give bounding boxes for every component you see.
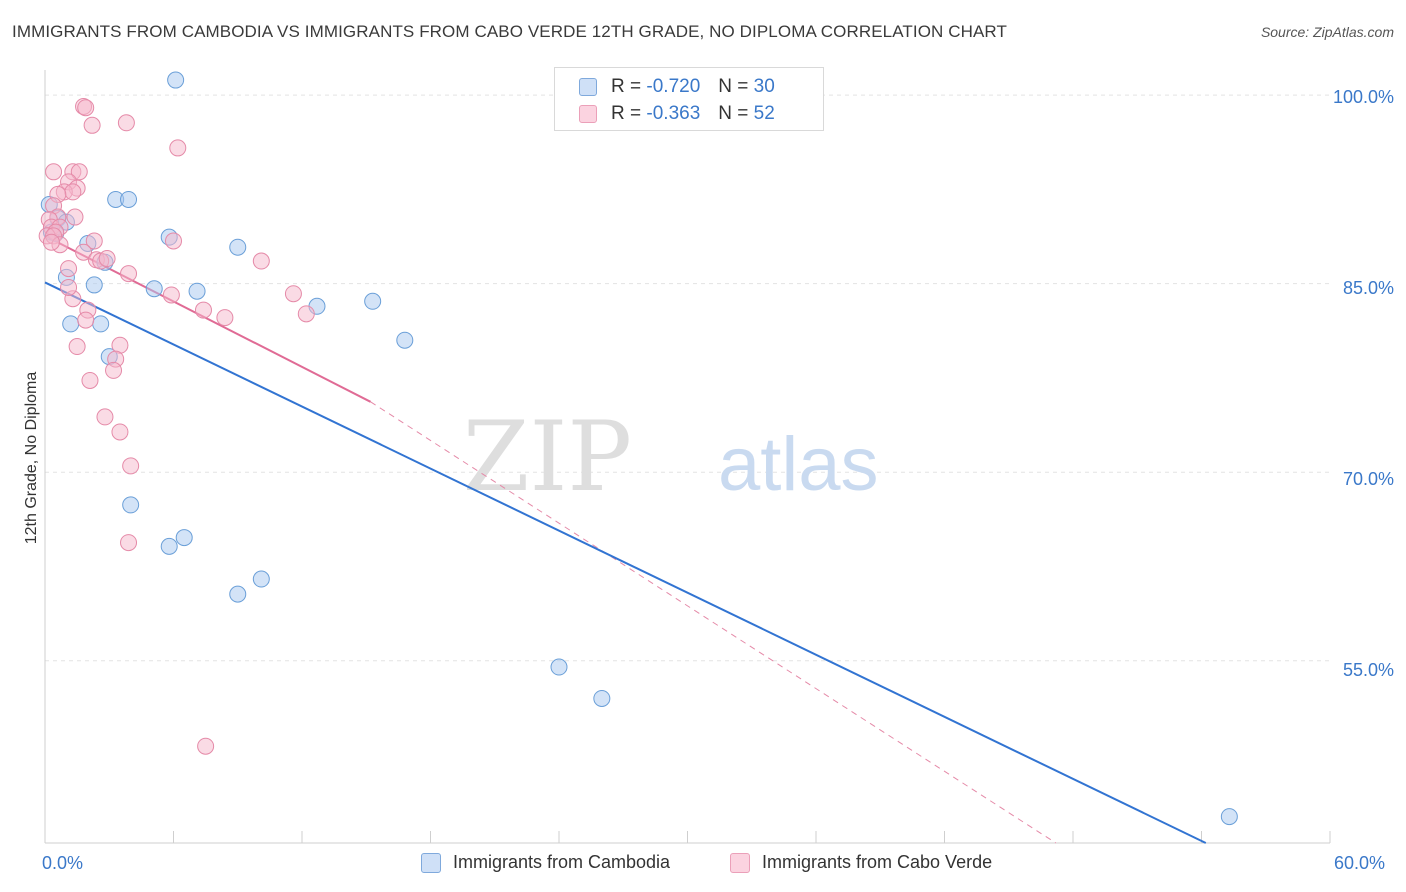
legend-r-label: R = xyxy=(611,103,642,124)
point-cambodia xyxy=(62,315,80,333)
point-cabo-verde xyxy=(252,252,270,270)
trend-lines xyxy=(44,235,1207,844)
legend-r-value: -0.720 xyxy=(646,76,701,97)
point-cabo-verde xyxy=(85,232,103,250)
legend-swatch-cambodia xyxy=(421,852,441,873)
legend-n-value: 52 xyxy=(753,103,775,124)
watermark-zip: ZIP xyxy=(463,401,632,513)
y-tick-label-100: 100.0% xyxy=(1332,87,1394,107)
point-cambodia xyxy=(167,71,185,89)
point-cambodia xyxy=(593,689,611,707)
y-tick-label-70: 70.0% xyxy=(1342,469,1394,489)
legend-swatch-cabo-verde xyxy=(579,105,597,123)
legend-swatch-cambodia xyxy=(579,78,597,96)
point-cabo-verde xyxy=(216,309,234,327)
series-legend: Immigrants from Cambodia Immigrants from… xyxy=(0,852,1406,878)
point-cabo-verde xyxy=(42,233,60,251)
point-cabo-verde xyxy=(105,361,123,379)
point-cabo-verde xyxy=(96,408,114,426)
watermark-atlas: atlas xyxy=(718,422,879,507)
legend-label-cambodia: Immigrants from Cambodia xyxy=(453,852,671,872)
point-cambodia xyxy=(396,331,414,349)
point-cabo-verde xyxy=(66,208,84,226)
point-cabo-verde xyxy=(197,737,215,755)
point-cabo-verde xyxy=(120,265,138,283)
point-cambodia xyxy=(120,190,138,208)
point-cabo-verde xyxy=(284,285,302,303)
trend-line-cambodia xyxy=(44,281,1207,844)
point-cambodia xyxy=(188,282,206,300)
point-cabo-verde xyxy=(162,286,180,304)
y-tick-label-85: 85.0% xyxy=(1342,278,1394,298)
point-cabo-verde xyxy=(68,338,86,356)
point-cambodia xyxy=(85,276,103,294)
point-cambodia xyxy=(229,238,247,256)
point-cambodia xyxy=(92,315,110,333)
point-cabo-verde xyxy=(64,183,82,201)
source-label: Source: ZipAtlas.com xyxy=(1260,24,1394,40)
legend-n-label: N = xyxy=(718,76,749,97)
chart-title: IMMIGRANTS FROM CAMBODIA VS IMMIGRANTS F… xyxy=(12,22,1007,41)
x-tick-label-min: 0.0% xyxy=(42,853,84,873)
point-cabo-verde xyxy=(165,232,182,250)
point-cambodia xyxy=(122,496,140,514)
data-points xyxy=(38,71,1238,826)
legend-r-label: R = xyxy=(611,76,642,97)
point-cabo-verde xyxy=(77,311,95,329)
point-cambodia xyxy=(160,537,178,555)
point-cambodia xyxy=(252,570,270,588)
legend-n-value: 30 xyxy=(753,76,775,97)
legend-row-cambodia: R = -0.720 N = 30 xyxy=(579,74,775,100)
legend-item-cambodia[interactable]: Immigrants from Cambodia xyxy=(421,852,670,873)
grid-lines xyxy=(45,94,1330,662)
point-cabo-verde xyxy=(45,163,63,181)
watermark: ZIP atlas xyxy=(463,401,879,513)
point-cambodia xyxy=(229,585,247,603)
point-cabo-verde xyxy=(120,534,138,552)
point-cabo-verde xyxy=(83,116,101,134)
axes xyxy=(44,70,1331,844)
legend-swatch-cabo-verde xyxy=(730,852,750,873)
point-cabo-verde xyxy=(98,250,116,268)
point-cabo-verde xyxy=(75,243,93,261)
point-cambodia xyxy=(1220,808,1238,826)
point-cabo-verde xyxy=(194,301,212,319)
point-cabo-verde xyxy=(77,99,95,117)
x-tick-label-max: 60.0% xyxy=(1334,853,1386,873)
point-cabo-verde xyxy=(81,371,99,389)
stats-legend: R = -0.720 N = 30 R = -0.363 N = 52 xyxy=(554,67,824,131)
y-tick-label-55: 55.0% xyxy=(1342,660,1394,680)
point-cambodia xyxy=(550,658,568,676)
legend-label-cabo-verde: Immigrants from Cabo Verde xyxy=(762,852,993,872)
legend-item-cabo-verde[interactable]: Immigrants from Cabo Verde xyxy=(730,852,992,873)
point-cambodia xyxy=(145,280,163,298)
trend-line-cabo-verde-extension xyxy=(370,401,1057,844)
point-cabo-verde xyxy=(297,305,315,323)
point-cabo-verde xyxy=(117,114,135,132)
y-axis-label: 12th Grade, No Diploma xyxy=(23,371,40,545)
point-cabo-verde xyxy=(122,457,140,475)
legend-row-cabo-verde: R = -0.363 N = 52 xyxy=(579,101,775,127)
point-cambodia xyxy=(175,529,193,547)
legend-n-label: N = xyxy=(718,103,749,124)
legend-r-value: -0.363 xyxy=(646,103,701,124)
point-cabo-verde xyxy=(169,139,187,157)
point-cabo-verde xyxy=(60,278,78,296)
point-cabo-verde xyxy=(60,260,78,278)
point-cabo-verde xyxy=(111,423,129,441)
point-cambodia xyxy=(364,292,382,310)
point-cabo-verde xyxy=(70,163,88,181)
